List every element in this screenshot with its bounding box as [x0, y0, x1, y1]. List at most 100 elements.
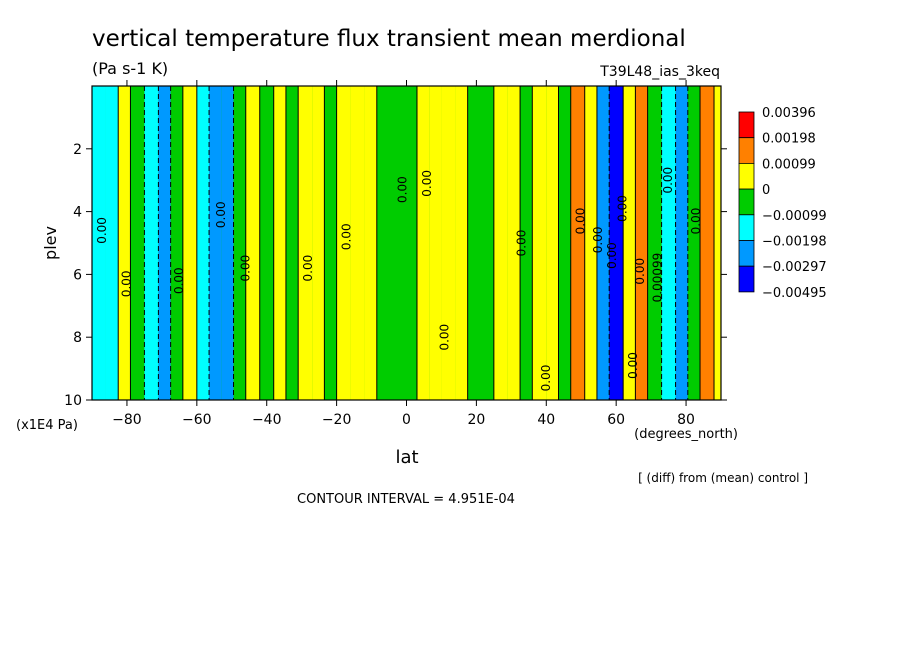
contour-interval-text: CONTOUR INTERVAL = 4.951E-04 [297, 492, 515, 507]
y-tick-label: 4 [73, 205, 82, 221]
field-cell [675, 86, 688, 400]
x-tick-label: −60 [182, 412, 212, 428]
contour-annotation: 0.00 [396, 176, 410, 203]
colorbar: 0.00396 0.00198 0.00099 0 −0.00099 −0.00198 −0… [738, 106, 827, 301]
contour-annotation: 0.00 [172, 267, 186, 294]
contour-annotation: 0.00 [605, 242, 619, 269]
colorbar-label: 0.00099 [762, 157, 816, 172]
field-cell [479, 86, 494, 400]
contour-annotation: 0.00 [437, 324, 451, 351]
field-cell [700, 86, 715, 400]
x-tick-label: 60 [607, 412, 625, 428]
field-cell [647, 86, 662, 400]
field-cell [376, 86, 390, 400]
y-units-label: (x1E4 Pa) [16, 418, 78, 433]
colorbar-label: 0.00396 [762, 106, 816, 121]
field-cell [507, 86, 521, 400]
y-axis: 2 4 6 8 10 [64, 142, 727, 409]
x-units-label: (degrees_north) [634, 427, 738, 442]
x-axis: −80 −60 −40 −20 0 20 40 60 80 [112, 80, 695, 428]
contour-annotation: 0.00 [574, 208, 588, 235]
field-cell [221, 86, 234, 400]
field-cell [245, 86, 260, 400]
contour-annotation: 0.00 [340, 223, 354, 250]
field-cell [623, 86, 636, 400]
y-axis-label: plev [41, 226, 60, 260]
contour-annotation: 0.00 [633, 258, 647, 285]
plot-area: 0.00 0.00 0.00 0.00 0.00 0.00 0.00 0.00 0.00 0.00… [91, 85, 722, 401]
field-cell [105, 86, 119, 400]
field-cell [285, 86, 299, 400]
x-tick-label: 80 [677, 412, 695, 428]
colorbar-label: 0 [762, 183, 770, 198]
field-cell [403, 86, 417, 400]
units-label: (Pa s-1 K) [92, 59, 168, 78]
field-cell [144, 86, 159, 400]
contour-annotation: 0.00 [214, 201, 228, 228]
field-columns [92, 86, 721, 400]
chart-title: vertical temperature flux transient mean… [92, 26, 686, 52]
y-tick-label: 10 [64, 393, 82, 409]
field-cell [233, 86, 246, 400]
y-tick-label: 8 [73, 330, 82, 346]
contour-annotation: 0.00 [238, 255, 252, 282]
x-tick-label: 0 [402, 412, 411, 428]
colorbar-label: −0.00099 [762, 209, 827, 224]
colorbar-swatch [738, 162, 755, 190]
contour-annotation: 0.00099 [651, 253, 665, 303]
x-tick-label: 20 [467, 412, 485, 428]
colorbar-swatch [738, 188, 755, 216]
contour-annotation: 0.00 [626, 352, 640, 379]
field-cell [324, 86, 337, 400]
field-cell [130, 86, 145, 400]
field-cell [92, 86, 106, 400]
contour-annotation: 0.00 [539, 365, 553, 392]
x-tick-label: −20 [322, 412, 352, 428]
field-cell [520, 86, 533, 400]
field-cell [661, 86, 676, 400]
colorbar-swatch [738, 137, 755, 164]
field-cell [364, 86, 377, 400]
field-cell [350, 86, 365, 400]
contour-annotation: 0.00 [661, 167, 675, 194]
field-cell [196, 86, 210, 400]
field-cell [170, 86, 183, 400]
field-cell [687, 86, 701, 400]
contour-lines [117, 86, 715, 400]
field-cell [570, 86, 585, 400]
field-cell [596, 86, 610, 400]
field-cell [429, 86, 442, 400]
field-cell [441, 86, 456, 400]
field-cell [455, 86, 468, 400]
colorbar-swatch [738, 265, 755, 293]
x-tick-label: −80 [112, 412, 142, 428]
field-cell [336, 86, 351, 400]
field-cell [118, 86, 131, 400]
experiment-label: T39L48_ias_3keq [599, 64, 720, 80]
field-cell [714, 86, 721, 400]
field-cell [584, 86, 597, 400]
field-cell [158, 86, 171, 400]
field-cell [558, 86, 571, 400]
y-tick-label: 2 [73, 142, 82, 158]
x-axis-label: lat [395, 447, 418, 468]
colorbar-swatch [738, 214, 755, 241]
colorbar-label: −0.00198 [762, 235, 827, 250]
contour-annotation: 0.00 [95, 217, 109, 244]
contour-annotations: 0.00 0.00 0.00 0.00 0.00 0.00 0.00 0.00 0.00 0.00… [95, 167, 703, 392]
contour-annotation: 0.00 [301, 255, 315, 282]
field-cell [209, 86, 222, 400]
field-cell [635, 86, 648, 400]
field-cell [609, 86, 624, 400]
colorbar-swatch [738, 111, 755, 139]
field-cell [273, 86, 286, 400]
colorbar-label: −0.00297 [762, 260, 827, 275]
contour-annotation: 0.00 [514, 230, 528, 257]
colorbar-label: −0.00495 [762, 286, 827, 301]
x-tick-label: 40 [537, 412, 555, 428]
field-cell [182, 86, 197, 400]
field-cell [532, 86, 547, 400]
field-cell [259, 86, 274, 400]
colorbar-label: 0.00198 [762, 132, 816, 147]
